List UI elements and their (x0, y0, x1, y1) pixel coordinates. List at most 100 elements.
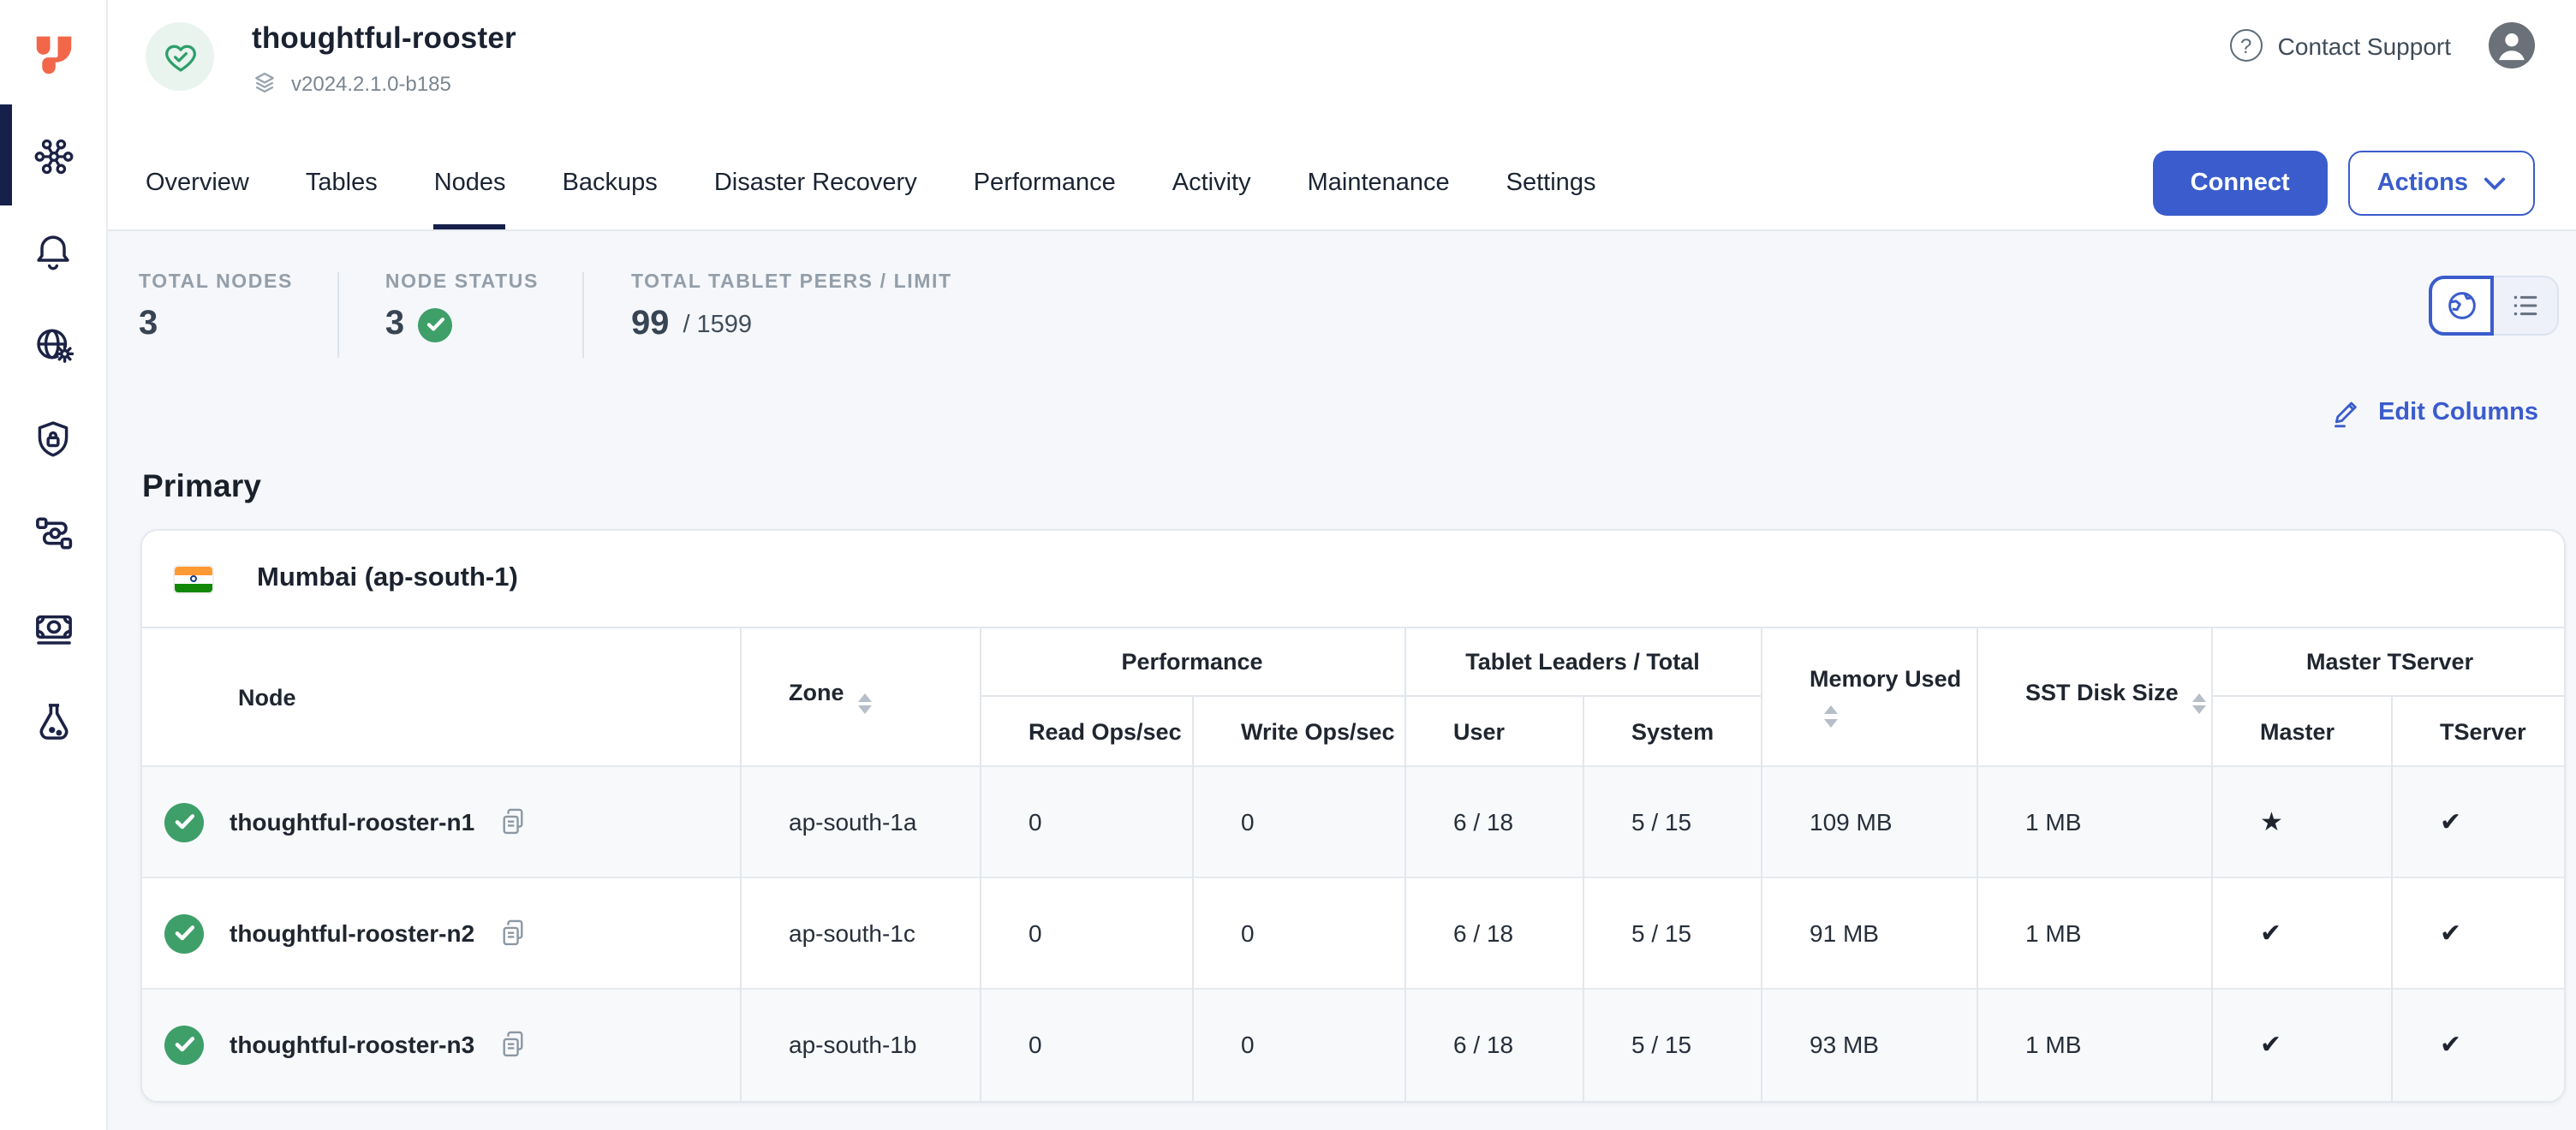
read-ops-cell: 0 (979, 765, 1192, 877)
pencil-icon (2334, 401, 2356, 428)
list-icon (2513, 295, 2537, 316)
check-icon: ✔ (2440, 1031, 2462, 1061)
zone-cell: ap-south-1b (739, 988, 980, 1100)
layers-icon (255, 72, 274, 93)
user-tablets-cell: 6 / 18 (1404, 877, 1583, 989)
banknote-icon (35, 615, 71, 645)
master-role-cell: ✔ (2210, 988, 2392, 1100)
sidebar-item-network[interactable] (0, 298, 107, 392)
nodes-table: Node Zone Performance Tablet Leaders / T… (142, 627, 2564, 1100)
person-icon (2499, 33, 2525, 61)
check-icon: ✔ (2260, 919, 2282, 949)
write-ops-cell: 0 (1190, 765, 1405, 877)
topbar: thoughtful-rooster v2024.2.1.0-b185 ? Co… (108, 0, 2576, 137)
connect-button[interactable]: Connect (2152, 151, 2328, 216)
cluster-health-badge (146, 22, 214, 91)
page-title: thoughtful-rooster (252, 21, 516, 55)
tab-settings[interactable]: Settings (1506, 169, 1596, 196)
col-header-user: User (1404, 696, 1583, 766)
version-row: v2024.2.1.0-b185 (252, 70, 516, 96)
green-check-icon (418, 307, 453, 342)
contact-support-link[interactable]: ? Contact Support (2229, 29, 2451, 62)
user-avatar[interactable] (2489, 22, 2535, 68)
tab-tables[interactable]: Tables (305, 169, 378, 196)
edit-columns-row: Edit Columns (139, 396, 2562, 430)
heart-check-icon (164, 44, 195, 71)
sidebar-item-integrations[interactable] (0, 486, 107, 580)
tab-overview[interactable]: Overview (146, 169, 249, 196)
region-name: Mumbai (ap-south-1) (257, 563, 518, 592)
sidebar-item-labs[interactable] (0, 675, 107, 769)
tab-performance[interactable]: Performance (973, 169, 1116, 196)
sidebar-item-clusters[interactable] (0, 110, 107, 204)
master-role-cell: ✔ (2210, 877, 2392, 989)
memory-used-cell: 91 MB (1760, 877, 1977, 989)
nodes-table-body: thoughtful-rooster-n1 (142, 765, 2564, 1100)
healthy-check-icon (164, 802, 204, 842)
yugabyte-logo-icon (36, 36, 72, 74)
edit-columns-button[interactable]: Edit Columns (2329, 396, 2538, 430)
actions-button[interactable]: Actions (2347, 151, 2535, 216)
sidebar-active-indicator (0, 104, 12, 205)
healthy-check-icon (164, 1025, 204, 1065)
sort-icon (2191, 693, 2206, 715)
table-row: thoughtful-rooster-n1 (142, 765, 2564, 877)
node-name: thoughtful-rooster-n3 (230, 1031, 475, 1059)
tab-maintenance[interactable]: Maintenance (1307, 169, 1450, 196)
content: TOTAL NODES 3 NODE STATUS 3 TOTAL TABLET (108, 231, 2576, 1130)
stat-tablet-peers-value: 99 / 1599 (631, 305, 952, 344)
col-header-tserver: TServer (2390, 696, 2564, 766)
india-flag-icon (175, 566, 212, 592)
sst-disk-cell: 1 MB (1976, 877, 2212, 989)
system-tablets-cell: 5 / 15 (1582, 988, 1762, 1100)
copy-icon[interactable] (497, 917, 529, 949)
flow-icon (35, 517, 72, 550)
tab-nodes[interactable]: Nodes (433, 137, 506, 229)
tab-activity[interactable]: Activity (1172, 169, 1251, 196)
table-row: thoughtful-rooster-n2 (142, 877, 2564, 989)
col-header-node: Node (142, 627, 740, 766)
check-icon: ✔ (2260, 1031, 2282, 1061)
tserver-role-cell: ✔ (2390, 877, 2564, 989)
globe-gear-icon (36, 329, 74, 363)
region-card: Mumbai (ap-south-1) Node Zone (140, 529, 2566, 1102)
stat-tablet-peers: TOTAL TABLET PEERS / LIMIT 99 / 1599 (585, 272, 997, 344)
master-role-cell: ★ (2210, 765, 2392, 877)
sidebar-nav (0, 110, 106, 769)
list-view-toggle[interactable] (2494, 276, 2559, 336)
copy-icon[interactable] (497, 1029, 529, 1062)
check-icon: ✔ (2440, 919, 2462, 949)
stats-divider (582, 272, 585, 358)
col-header-sst[interactable]: SST Disk Size (1976, 627, 2212, 766)
sidebar (0, 0, 108, 1130)
memory-used-cell: 109 MB (1760, 765, 1977, 877)
stat-total-nodes: TOTAL NODES 3 (139, 272, 337, 344)
sidebar-item-security[interactable] (0, 392, 107, 486)
yugabyte-logo[interactable] (0, 0, 108, 110)
chevron-down-icon (2484, 176, 2506, 189)
stats-divider (337, 272, 339, 358)
map-view-toggle[interactable] (2429, 276, 2494, 336)
tab-disaster-recovery[interactable]: Disaster Recovery (713, 169, 917, 196)
shield-lock-icon (38, 420, 69, 456)
sidebar-item-alerts[interactable] (0, 204, 107, 298)
col-header-memory[interactable]: Memory Used (1760, 627, 1977, 766)
col-header-system: System (1582, 696, 1762, 766)
stat-node-status-value: 3 (385, 305, 539, 344)
col-header-master: Master (2210, 696, 2392, 766)
tab-actions: Connect Actions (2152, 137, 2535, 229)
stat-total-nodes-label: TOTAL NODES (139, 272, 293, 293)
sort-icon (1823, 705, 1838, 728)
col-header-zone[interactable]: Zone (739, 627, 980, 766)
sidebar-item-billing[interactable] (0, 580, 107, 675)
node-cell: thoughtful-rooster-n2 (142, 877, 740, 989)
star-icon: ★ (2260, 808, 2283, 837)
col-group-tablet-leaders: Tablet Leaders / Total (1404, 627, 1762, 697)
stats-row: TOTAL NODES 3 NODE STATUS 3 TOTAL TABLET (139, 272, 2562, 358)
node-cell: thoughtful-rooster-n3 (142, 988, 740, 1100)
stat-node-status: NODE STATUS 3 (339, 272, 583, 344)
tab-backups[interactable]: Backups (562, 169, 658, 196)
copy-icon[interactable] (497, 806, 529, 838)
user-tablets-cell: 6 / 18 (1404, 765, 1583, 877)
